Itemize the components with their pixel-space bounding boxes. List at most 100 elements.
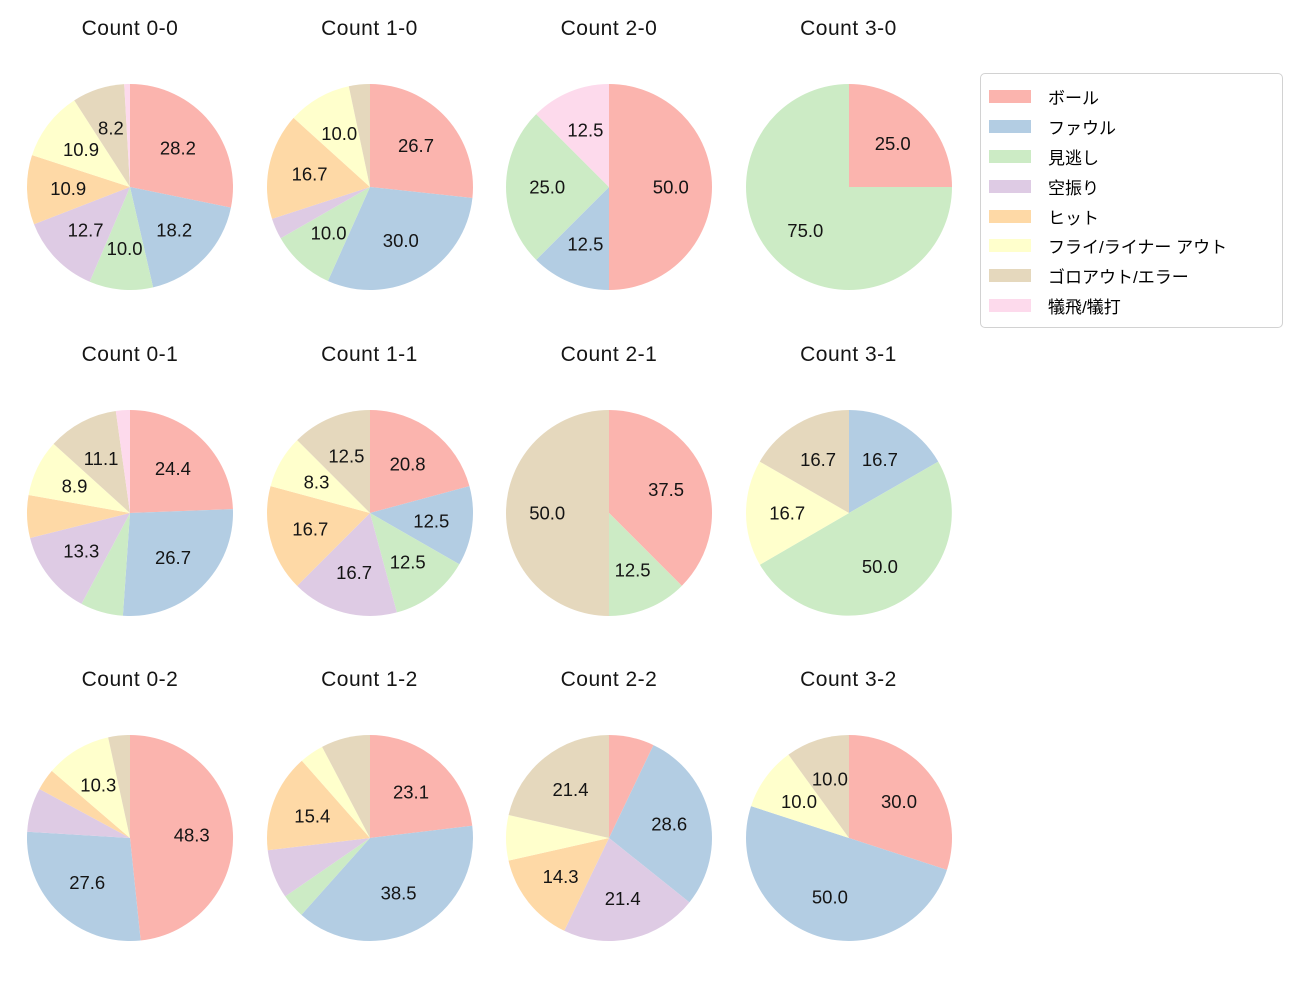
pie-slice-count-1-1-6 <box>296 409 370 513</box>
pie-slice-count-1-2-6 <box>321 735 370 838</box>
pie-slice-count-0-1-6 <box>53 410 130 513</box>
pie-slice-count-0-1-1 <box>122 508 234 616</box>
legend-label: フライ/ライナー アウト <box>1048 238 1228 258</box>
legend-item: ファウル <box>989 112 1282 142</box>
pie-title-count-0-0: Count 0-0 <box>81 17 179 40</box>
pie-slice-label: 23.1 <box>392 781 428 802</box>
pie-slice-label: 21.4 <box>605 888 641 909</box>
pie-slice-label: 10.0 <box>811 769 847 790</box>
pie-chart-count-2-1: 37.5 12.5 50.0 <box>506 409 712 616</box>
legend: ボール ファウル 見逃し 空振り ヒット フライ/ライナー アウト ゴロアウト/エラー 犠飛/… <box>980 73 1283 328</box>
pie-title-count-2-0: Count 2-0 <box>560 17 658 40</box>
pie-slice-label: 13.3 <box>63 540 99 561</box>
pie-slice-label: 28.2 <box>160 137 196 158</box>
legend-item: 見逃し <box>989 142 1282 172</box>
pie-slice-count-2-2-0 <box>609 735 654 838</box>
pie-slice-count-1-1-4 <box>266 485 370 586</box>
pie-slice-label: 10.9 <box>63 139 99 160</box>
pie-slice-count-2-1-6 <box>506 409 609 616</box>
pie-slice-label: 38.5 <box>380 882 416 903</box>
pie-slice-label: 10.0 <box>780 791 816 812</box>
legend-item: フライ/ライナー アウト <box>989 231 1282 261</box>
pie-slice-count-2-2-4 <box>508 838 609 931</box>
legend-swatch <box>989 239 1031 253</box>
pie-slice-count-0-0-5 <box>32 100 130 187</box>
pie-slice-label: 12.7 <box>68 220 104 241</box>
pie-slice-count-2-0-0 <box>609 84 712 290</box>
pie-slice-label: 50.0 <box>653 177 689 198</box>
pie-slice-count-0-2-6 <box>108 735 130 838</box>
pie-slice-count-0-0-0 <box>130 84 234 208</box>
pie-slice-count-1-1-2 <box>369 512 459 612</box>
pie-slice-count-0-2-0 <box>130 735 234 941</box>
legend-item: ゴロアウト/エラー <box>989 261 1282 291</box>
pie-slice-label: 24.4 <box>155 458 191 479</box>
legend-swatch <box>989 298 1031 312</box>
pie-title-count-3-0: Count 3-0 <box>800 17 897 40</box>
pie-slice-label: 30.0 <box>880 791 916 812</box>
pie-title-count-2-1: Count 2-1 <box>560 342 658 366</box>
pie-chart-count-0-1: 24.4 26.7 13.3 8.9 11.1 <box>27 409 234 616</box>
pie-slice-label: 28.6 <box>651 814 687 835</box>
pie-slice-label: 50.0 <box>811 886 847 907</box>
pie-chart-count-3-2: 30.0 50.0 10.010.0 <box>745 735 952 942</box>
pie-slice-count-0-0-3 <box>34 187 130 282</box>
legend-label: ヒット <box>1048 208 1099 228</box>
pie-slice-count-2-1-2 <box>609 512 682 616</box>
pie-slice-count-0-1-7 <box>115 409 130 513</box>
pie-slice-label: 16.7 <box>769 502 805 523</box>
pie-chart-count-3-1: 16.7 50.0 16.7 16.7 <box>745 409 952 616</box>
pie-slice-count-2-0-1 <box>536 187 609 290</box>
pie-slice-count-3-0-0 <box>848 84 952 187</box>
pie-slice-count-0-1-3 <box>30 512 130 604</box>
pie-chart-count-2-0: 50.0 12.5 25.0 12.5 <box>506 84 712 290</box>
pie-slice-count-3-2-5 <box>750 754 849 838</box>
pie-chart-count-0-2: 48.3 27.6 10.3 <box>26 735 234 942</box>
pie-slice-count-3-1-6 <box>759 409 849 513</box>
legend-item: ヒット <box>989 201 1282 231</box>
pie-slice-label: 12.5 <box>615 559 651 580</box>
pie-title-count-0-2: Count 0-2 <box>81 668 179 691</box>
pie-slice-label: 21.4 <box>552 779 588 800</box>
pie-slice-count-0-2-3 <box>27 789 130 838</box>
pie-title-count-0-1: Count 0-1 <box>81 342 179 366</box>
legend-item: 犠飛/犠打 <box>989 291 1282 321</box>
pie-slice-label: 50.0 <box>529 502 565 523</box>
pie-slice-count-2-2-3 <box>564 838 690 941</box>
legend-label: ファウル <box>1048 119 1116 139</box>
pie-slice-label: 16.7 <box>861 449 897 470</box>
pie-title-count-3-1: Count 3-1 <box>800 342 897 366</box>
pie-slice-label: 25.0 <box>529 177 565 198</box>
pie-slice-label: 25.0 <box>874 133 910 154</box>
legend-item: 空振り <box>989 171 1282 201</box>
pie-slice-count-3-0-2 <box>745 84 952 290</box>
pie-slice-label: 12.5 <box>567 119 603 140</box>
pie-chart-count-1-0: 26.7 30.0 10.0 16.7 10.0 <box>266 84 473 291</box>
pie-slice-count-1-0-1 <box>327 187 472 291</box>
pie-slice-count-2-2-1 <box>609 745 712 903</box>
pie-slice-count-2-1-0 <box>609 409 712 586</box>
pie-slice-count-0-0-7 <box>124 83 130 187</box>
pie-slice-count-1-1-3 <box>296 512 397 616</box>
legend-swatch <box>989 179 1031 193</box>
pie-slice-label: 12.5 <box>413 510 449 531</box>
pie-slice-label: 10.0 <box>107 238 143 259</box>
pie-slice-count-1-0-3 <box>271 187 370 239</box>
pie-slice-label: 12.5 <box>389 551 425 572</box>
pie-slice-count-1-2-3 <box>267 838 370 897</box>
pie-slice-count-2-0-2 <box>506 114 609 260</box>
pie-slice-label: 12.5 <box>567 234 603 255</box>
pie-slice-count-3-2-1 <box>745 806 947 942</box>
pie-slice-count-0-2-1 <box>26 831 141 942</box>
pie-slice-label: 15.4 <box>294 806 330 827</box>
pie-slice-label: 26.7 <box>155 546 191 567</box>
legend-label: 空振り <box>1048 178 1099 198</box>
pie-slice-count-1-2-4 <box>266 760 370 851</box>
pie-slice-label: 37.5 <box>648 478 684 499</box>
pie-slice-count-2-2-5 <box>505 815 609 861</box>
pie-title-count-3-2: Count 3-2 <box>800 668 897 691</box>
pie-slice-count-1-1-0 <box>369 409 469 513</box>
pie-slice-count-0-1-4 <box>27 494 131 538</box>
pie-chart-count-1-2: 23.1 38.5 15.4 <box>266 735 473 942</box>
